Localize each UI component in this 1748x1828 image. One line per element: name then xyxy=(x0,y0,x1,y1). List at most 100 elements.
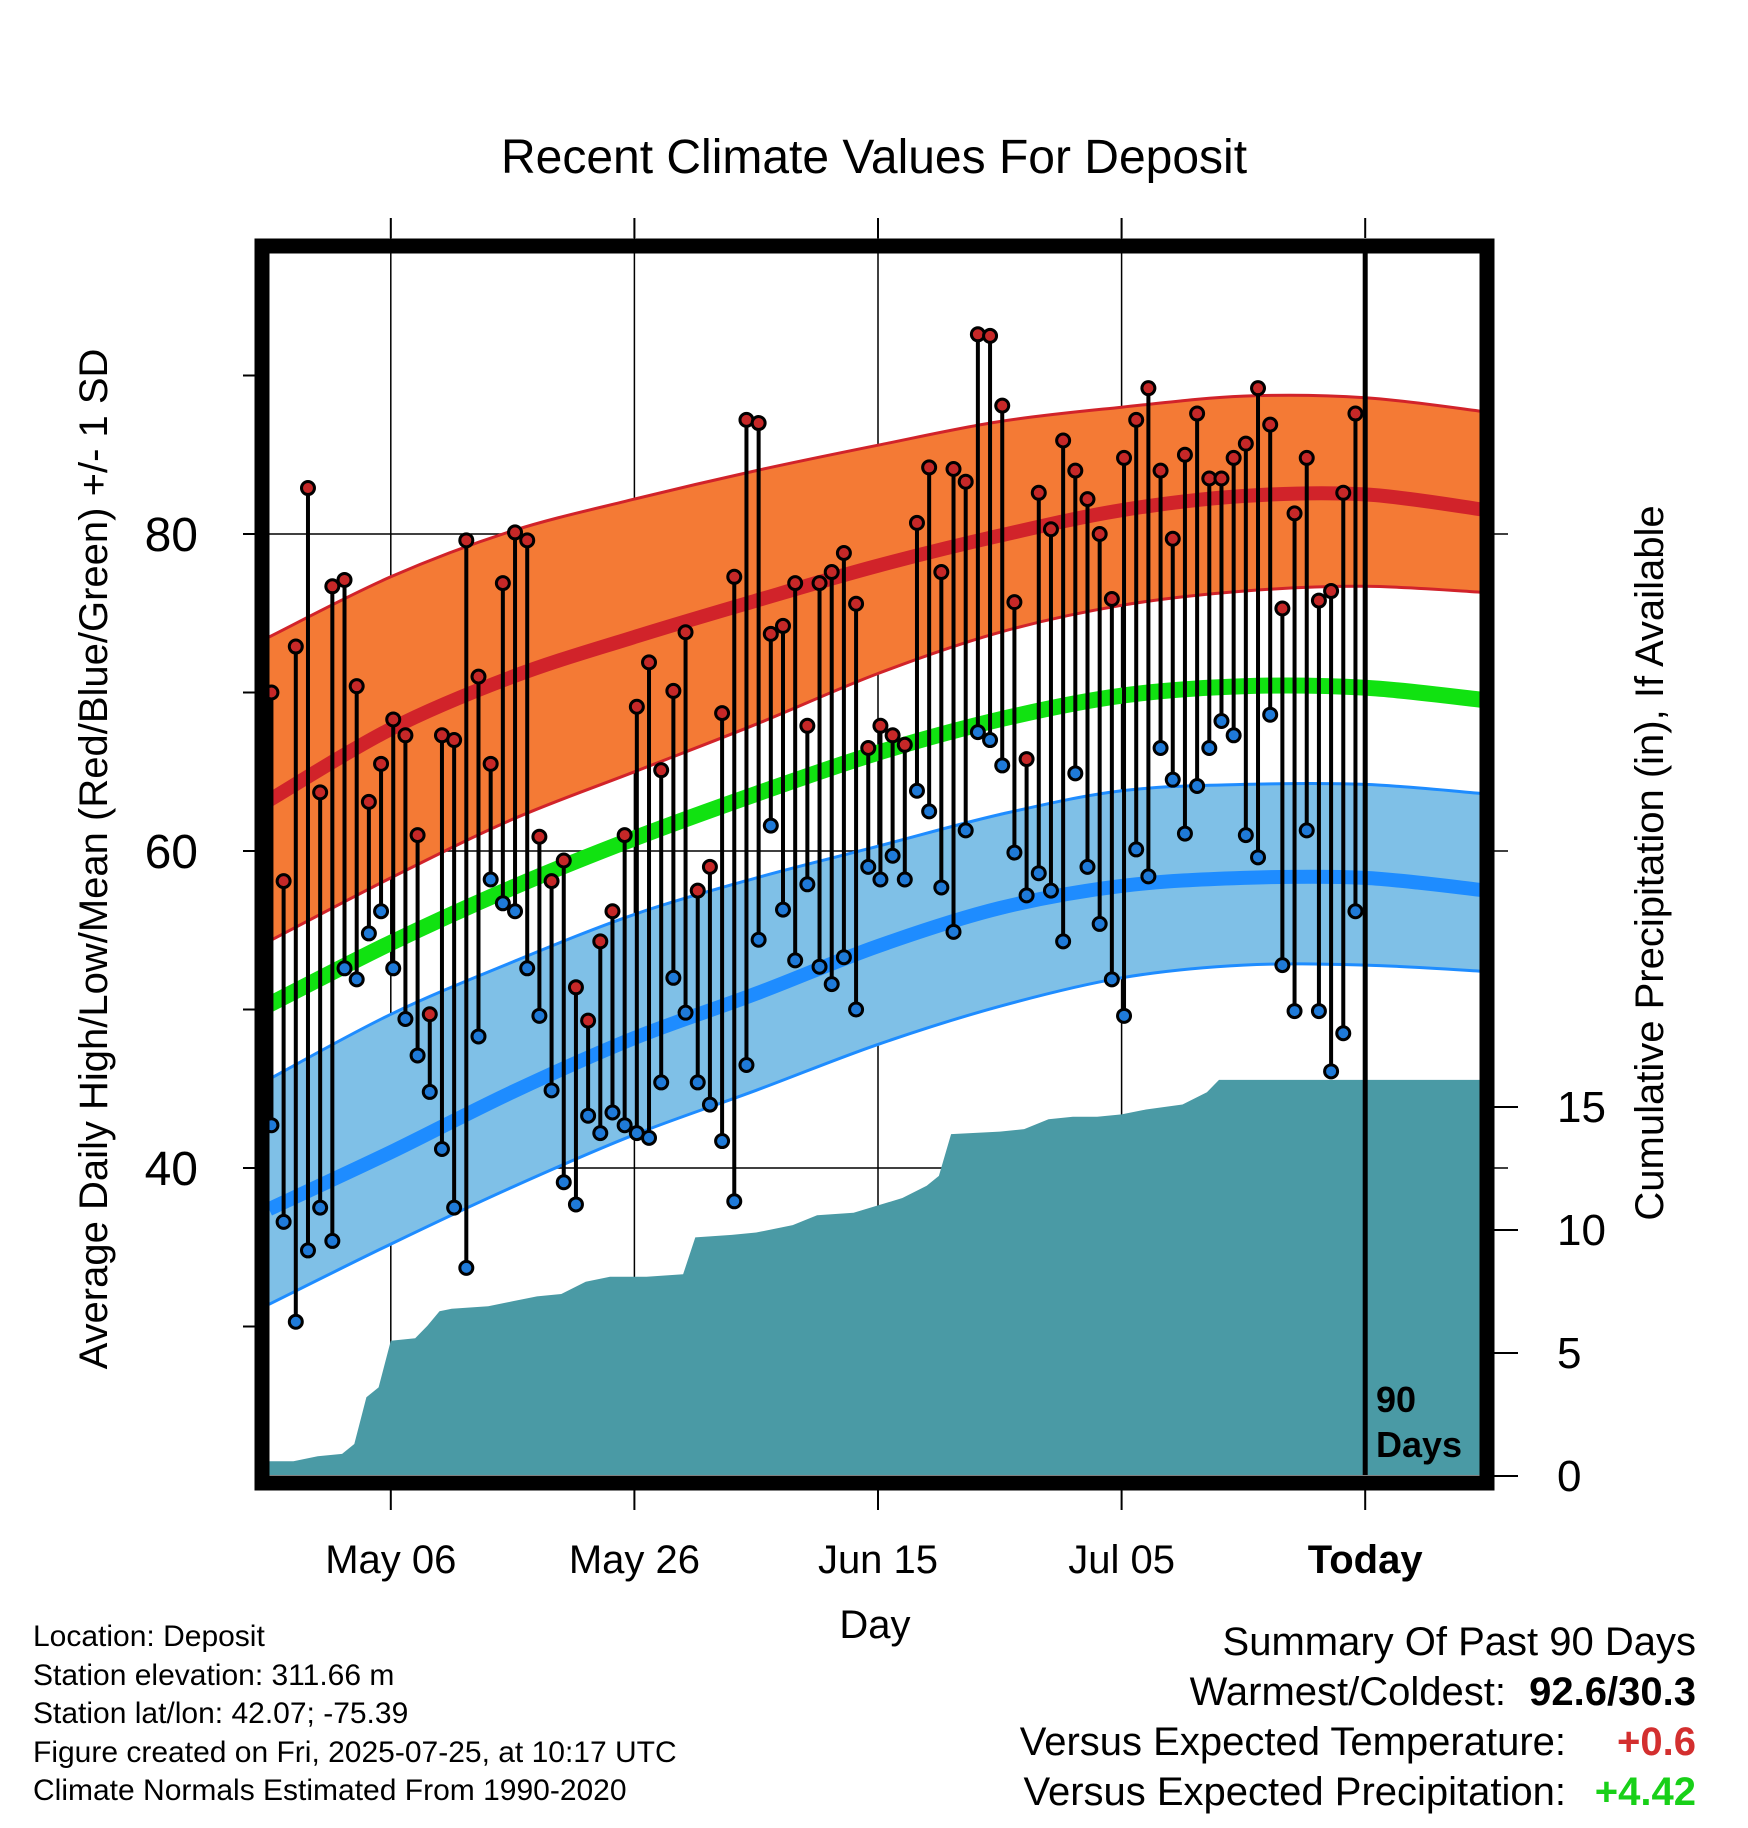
low-point xyxy=(1201,739,1218,756)
high-point xyxy=(1262,416,1279,433)
low-point xyxy=(823,976,840,993)
low-point xyxy=(567,1196,584,1213)
low-point xyxy=(531,1007,548,1024)
high-point xyxy=(896,736,913,753)
low-point xyxy=(896,871,913,888)
high-point xyxy=(908,514,925,531)
low-point xyxy=(616,1117,633,1134)
high-point xyxy=(519,532,536,549)
low-point xyxy=(1323,1063,1340,1080)
low-point xyxy=(799,876,816,893)
low-point xyxy=(299,1242,316,1259)
low-point xyxy=(470,1028,487,1045)
high-point xyxy=(592,933,609,950)
low-point xyxy=(982,732,999,749)
y-right-tick-label: 15 xyxy=(1557,1083,1606,1132)
low-point xyxy=(433,1140,450,1157)
low-point xyxy=(482,871,499,888)
low-point xyxy=(811,958,828,975)
low-point xyxy=(336,960,353,977)
high-point xyxy=(580,1012,597,1029)
high-point xyxy=(1042,521,1059,538)
low-point xyxy=(969,724,986,741)
high-point xyxy=(1335,484,1352,501)
low-point xyxy=(1262,706,1279,723)
high-point xyxy=(336,571,353,588)
low-point xyxy=(1335,1025,1352,1042)
high-point xyxy=(446,732,463,749)
low-point xyxy=(494,895,511,912)
low-point xyxy=(543,1082,560,1099)
low-point xyxy=(1067,765,1084,782)
high-point xyxy=(324,578,341,595)
high-point xyxy=(774,617,791,634)
low-point xyxy=(1103,971,1120,988)
high-point xyxy=(860,739,877,756)
low-point xyxy=(689,1074,706,1091)
high-point xyxy=(1091,526,1108,542)
high-point xyxy=(482,755,499,772)
high-point xyxy=(567,979,584,996)
high-point xyxy=(604,903,621,920)
low-point xyxy=(592,1125,609,1142)
high-point xyxy=(799,717,816,734)
low-point xyxy=(604,1104,621,1121)
low-point xyxy=(750,931,767,948)
high-point xyxy=(507,524,524,541)
temp-vs-expected-value: +0.6 xyxy=(1617,1720,1696,1764)
high-point xyxy=(1006,594,1023,611)
high-point xyxy=(726,568,743,585)
high-point xyxy=(287,638,304,655)
low-point xyxy=(738,1056,755,1073)
latlon-text: Station lat/lon: 42.07; -75.39 xyxy=(33,1697,409,1730)
low-point xyxy=(373,903,390,920)
high-point xyxy=(701,858,718,875)
warmest-coldest-label: Warmest/Coldest: xyxy=(1189,1670,1506,1714)
high-point xyxy=(531,828,548,845)
low-point xyxy=(714,1133,731,1150)
low-point xyxy=(835,949,852,966)
low-point xyxy=(1042,882,1059,899)
low-point xyxy=(1140,868,1157,885)
y-right-tick-label: 10 xyxy=(1557,1206,1606,1255)
normal-high-line xyxy=(265,486,1488,807)
high-point xyxy=(1250,380,1267,397)
high-point xyxy=(1067,462,1084,479)
low-point xyxy=(1189,778,1206,795)
low-point xyxy=(385,960,402,977)
high-point xyxy=(1128,411,1145,428)
low-point xyxy=(665,969,682,986)
elevation-text: Station elevation: 311.66 m xyxy=(33,1658,395,1692)
low-point xyxy=(908,782,925,799)
low-point xyxy=(1079,858,1096,875)
low-point xyxy=(1286,1003,1303,1020)
y-right-tick-label: 5 xyxy=(1557,1329,1581,1378)
high-point xyxy=(872,717,889,734)
high-point xyxy=(397,727,414,744)
warmest-coldest-value: 92.6/30.3 xyxy=(1529,1670,1696,1714)
daily-dots xyxy=(263,326,1364,1330)
low-point xyxy=(287,1313,304,1330)
high-point xyxy=(555,852,572,869)
high-point xyxy=(945,461,962,478)
high-point xyxy=(994,397,1011,414)
low-point xyxy=(348,971,365,988)
y-left-tick-label: 80 xyxy=(145,509,198,562)
high-point xyxy=(373,755,390,772)
precip-vs-expected-value: +4.42 xyxy=(1594,1770,1696,1814)
chart-title: Recent Climate Values For Deposit xyxy=(500,131,1248,184)
low-point xyxy=(519,960,536,977)
plot-frame xyxy=(254,238,1495,1491)
high-point xyxy=(1176,446,1193,463)
today-label-days-word: Days xyxy=(1376,1424,1462,1465)
low-point xyxy=(1237,827,1254,844)
high-point xyxy=(665,682,682,699)
high-point xyxy=(275,873,292,890)
cumulative-precip-area xyxy=(269,1079,1487,1475)
high-point xyxy=(1237,435,1254,452)
low-point xyxy=(701,1096,718,1113)
low-point xyxy=(409,1047,426,1064)
x-tick-label: Jun 15 xyxy=(818,1538,938,1582)
